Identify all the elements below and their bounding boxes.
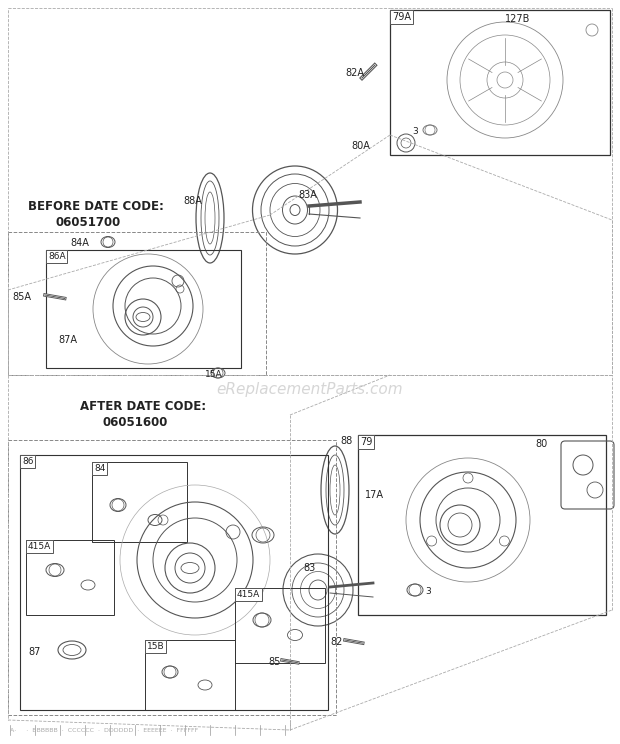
Text: 87: 87 bbox=[28, 647, 40, 657]
Text: 84A: 84A bbox=[70, 238, 89, 248]
Bar bbox=[46, 250, 241, 368]
Text: 415A: 415A bbox=[237, 590, 260, 599]
Bar bbox=[358, 435, 606, 615]
Bar bbox=[8, 232, 266, 375]
Text: BEFORE DATE CODE:: BEFORE DATE CODE: bbox=[28, 200, 164, 213]
Text: 88A: 88A bbox=[183, 196, 202, 206]
Text: 86: 86 bbox=[22, 457, 33, 466]
Text: 15B: 15B bbox=[147, 642, 165, 651]
Text: 79: 79 bbox=[360, 437, 373, 447]
Text: 82A: 82A bbox=[345, 68, 364, 78]
Text: 80: 80 bbox=[535, 439, 547, 449]
Bar bbox=[92, 462, 187, 542]
Text: 85A: 85A bbox=[12, 292, 31, 302]
Bar bbox=[8, 440, 336, 715]
Text: eReplacementParts.com: eReplacementParts.com bbox=[216, 382, 404, 397]
Text: 80A: 80A bbox=[351, 141, 370, 151]
Bar bbox=[390, 10, 610, 155]
Text: 3: 3 bbox=[412, 127, 418, 136]
Text: 79A: 79A bbox=[392, 12, 411, 22]
Text: 85: 85 bbox=[268, 657, 280, 667]
Text: 83: 83 bbox=[303, 563, 315, 573]
Text: 83A: 83A bbox=[298, 190, 317, 200]
Text: 415A: 415A bbox=[28, 542, 51, 551]
Bar bbox=[235, 588, 325, 663]
Text: 84: 84 bbox=[94, 464, 105, 473]
Text: A·     ·  BBBBBB  ·  CCCCCC  ·  DDDDDD  ·  EEEEEE  ·  FFFFFF: A· · BBBBBB · CCCCCC · DDDDDD · EEEEEE ·… bbox=[10, 728, 198, 733]
Text: AFTER DATE CODE:: AFTER DATE CODE: bbox=[80, 400, 206, 413]
Text: 06051600: 06051600 bbox=[102, 416, 167, 429]
Text: 3: 3 bbox=[425, 587, 431, 596]
Text: 87A: 87A bbox=[58, 335, 77, 345]
Text: 86A: 86A bbox=[48, 252, 66, 261]
Text: 17A: 17A bbox=[365, 490, 384, 500]
Text: 06051700: 06051700 bbox=[55, 216, 120, 229]
Bar bbox=[20, 455, 328, 710]
Text: 127B: 127B bbox=[505, 14, 530, 24]
Text: 82: 82 bbox=[330, 637, 342, 647]
Text: 15A: 15A bbox=[205, 370, 223, 379]
Bar bbox=[26, 540, 114, 615]
Bar bbox=[145, 640, 235, 710]
Text: 88: 88 bbox=[340, 436, 352, 446]
